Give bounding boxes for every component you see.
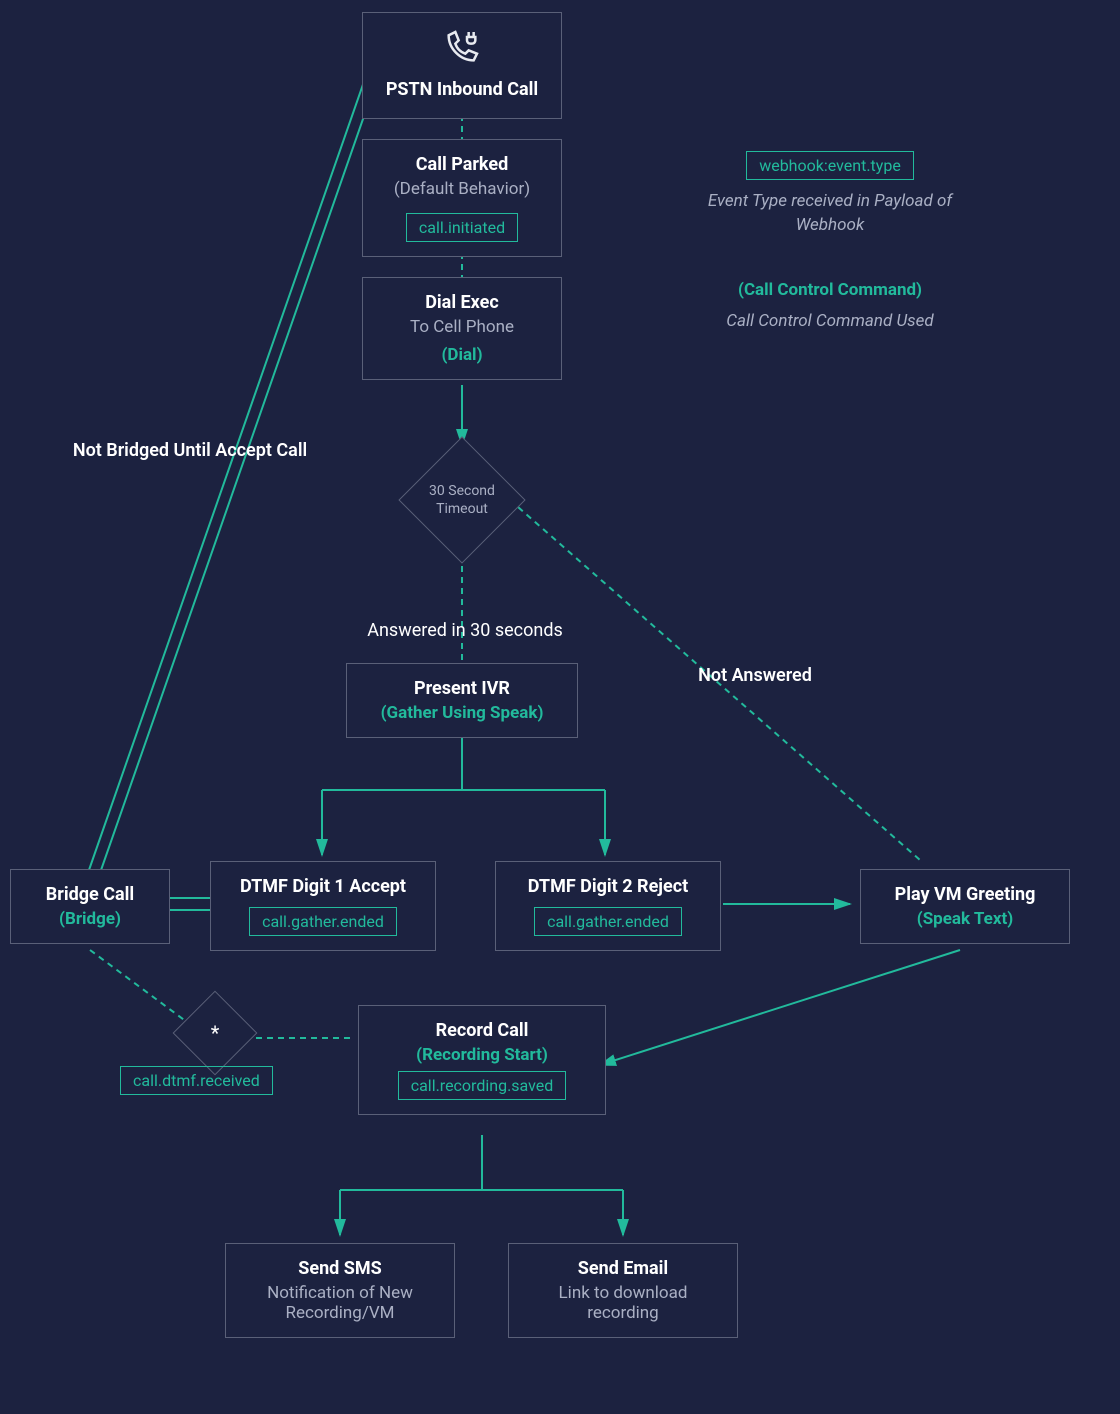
node-dial-command: Dial bbox=[381, 345, 543, 365]
node-parked-title: Call Parked bbox=[381, 154, 543, 175]
node-email: Send Email Link to download recording bbox=[508, 1243, 738, 1338]
node-record-command: Recording Start bbox=[377, 1045, 587, 1065]
node-dtmf2-event: call.gather.ended bbox=[534, 907, 682, 936]
label-not-bridged: Not Bridged Until Accept Call bbox=[40, 440, 340, 461]
node-bridge: Bridge Call Bridge bbox=[10, 869, 170, 944]
node-inbound-title: PSTN Inbound Call bbox=[381, 79, 543, 100]
node-dtmf1-event: call.gather.ended bbox=[249, 907, 397, 936]
legend-command: Call Control Command Call Control Comman… bbox=[700, 280, 960, 334]
legend-event-desc: Event Type received in Payload of Webhoo… bbox=[700, 190, 960, 238]
node-dtmf2-title: DTMF Digit 2 Reject bbox=[514, 876, 702, 897]
node-star-text: * bbox=[186, 1004, 244, 1062]
node-vm-title: Play VM Greeting bbox=[879, 884, 1051, 905]
label-not-answered: Not Answered bbox=[665, 665, 845, 686]
legend-command-desc: Call Control Command Used bbox=[700, 310, 960, 334]
node-sms: Send SMS Notification of New Recording/V… bbox=[225, 1243, 455, 1338]
node-dtmf2: DTMF Digit 2 Reject call.gather.ended bbox=[495, 861, 721, 951]
node-ivr-title: Present IVR bbox=[365, 678, 559, 699]
node-ivr: Present IVR Gather Using Speak bbox=[346, 663, 578, 738]
node-star-event-wrap: call.dtmf.received bbox=[120, 1060, 273, 1095]
node-email-subtitle: Link to download recording bbox=[527, 1283, 719, 1323]
node-bridge-title: Bridge Call bbox=[29, 884, 151, 905]
node-vm: Play VM Greeting Speak Text bbox=[860, 869, 1070, 944]
node-dtmf1: DTMF Digit 1 Accept call.gather.ended bbox=[210, 861, 436, 951]
node-record: Record Call Recording Start call.recordi… bbox=[358, 1005, 606, 1115]
legend-event-box: webhook:event.type bbox=[746, 151, 914, 180]
node-timeout-diamond: 30 Second Timeout bbox=[398, 436, 525, 563]
node-dial-subtitle: To Cell Phone bbox=[381, 317, 543, 337]
label-answered: Answered in 30 seconds bbox=[350, 620, 580, 641]
node-dial-title: Dial Exec bbox=[381, 292, 543, 313]
node-dial: Dial Exec To Cell Phone Dial bbox=[362, 277, 562, 380]
node-sms-title: Send SMS bbox=[244, 1258, 436, 1279]
legend-command-label: Call Control Command bbox=[700, 280, 960, 300]
node-parked-subtitle: (Default Behavior) bbox=[381, 179, 543, 199]
node-dtmf1-title: DTMF Digit 1 Accept bbox=[229, 876, 417, 897]
node-sms-subtitle: Notification of New Recording/VM bbox=[244, 1283, 436, 1323]
node-record-title: Record Call bbox=[377, 1020, 587, 1041]
phone-plug-icon bbox=[442, 27, 482, 71]
node-parked-event: call.initiated bbox=[406, 213, 518, 242]
legend-event: webhook:event.type Event Type received i… bbox=[700, 145, 960, 238]
node-star-event: call.dtmf.received bbox=[120, 1066, 273, 1095]
node-record-event: call.recording.saved bbox=[398, 1071, 567, 1100]
node-timeout-text: 30 Second Timeout bbox=[418, 456, 506, 544]
node-vm-command: Speak Text bbox=[879, 909, 1051, 929]
node-parked: Call Parked (Default Behavior) call.init… bbox=[362, 139, 562, 257]
node-email-title: Send Email bbox=[527, 1258, 719, 1279]
node-ivr-command: Gather Using Speak bbox=[365, 703, 559, 723]
node-bridge-command: Bridge bbox=[29, 909, 151, 929]
node-inbound: PSTN Inbound Call bbox=[362, 12, 562, 119]
